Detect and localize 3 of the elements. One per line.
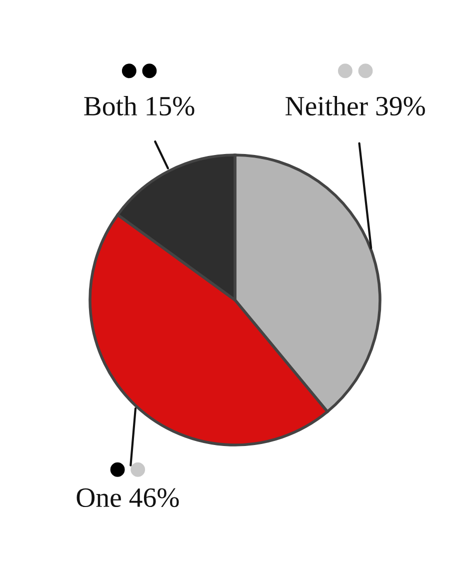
slice-label: One 46% [76,488,179,508]
slice-label: Neither 39% [286,96,425,116]
slice-label: Both 15% [84,96,194,116]
